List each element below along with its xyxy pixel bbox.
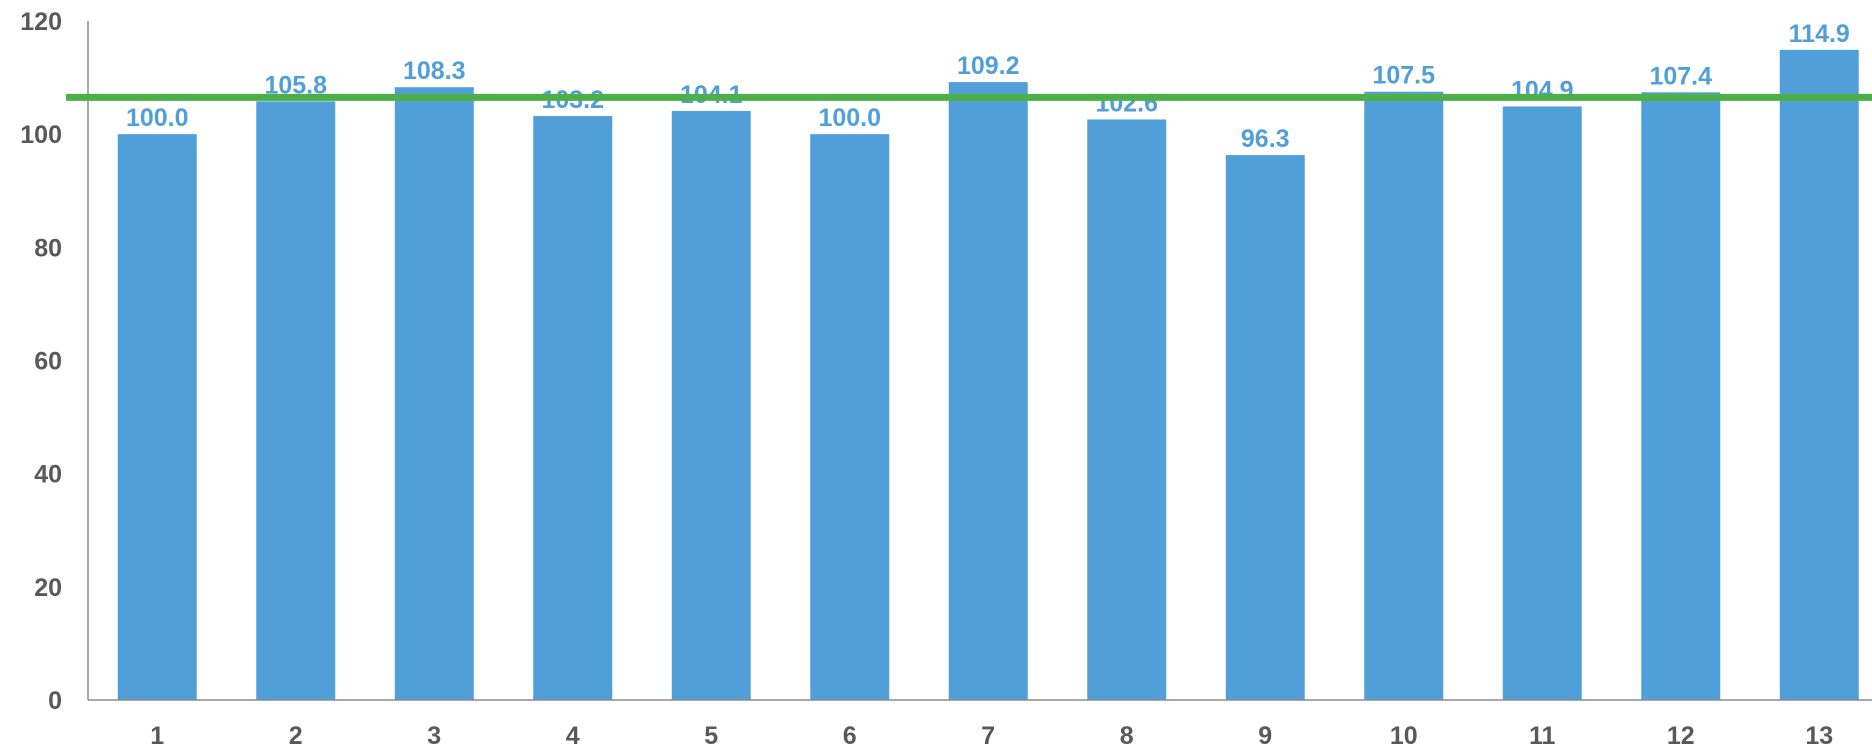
data-label: 109.2 [957, 52, 1020, 80]
bar [533, 116, 613, 700]
y-tick-label: 120 [20, 8, 62, 36]
x-tick-label: 4 [566, 722, 580, 749]
x-tick-label: 6 [843, 722, 857, 749]
data-label: 107.5 [1372, 62, 1435, 90]
x-tick-label: 9 [1258, 722, 1272, 749]
bar [671, 110, 751, 700]
x-tick-label: 8 [1120, 722, 1134, 749]
x-tick-label: 7 [981, 722, 995, 749]
data-label: 107.4 [1649, 62, 1712, 90]
bar [1641, 92, 1721, 701]
y-tick-label: 0 [48, 687, 62, 715]
data-label: 96.3 [1241, 125, 1290, 153]
bar [1779, 49, 1859, 701]
x-tick-label: 5 [704, 722, 718, 749]
bar [1087, 119, 1167, 700]
data-label: 102.6 [1095, 89, 1158, 117]
y-tick-label: 100 [20, 121, 62, 149]
bar [1364, 91, 1444, 700]
data-label: 114.9 [1789, 20, 1850, 48]
bar [810, 134, 890, 700]
bar [394, 87, 474, 700]
data-label: 100.0 [126, 104, 189, 132]
bar [948, 82, 1028, 701]
y-tick-label: 60 [34, 348, 62, 376]
bar [1225, 155, 1305, 701]
x-axis-ticks: 1 2 3 4 5 6 7 8 9 10 11 12 13 [150, 722, 1833, 750]
bar [117, 134, 197, 700]
y-axis-ticks: 0 20 40 60 80 100 120 [20, 8, 62, 715]
x-tick-label: 1 [150, 722, 164, 749]
bar [1502, 106, 1582, 700]
y-tick-label: 40 [34, 461, 62, 489]
x-tick-label: 12 [1667, 722, 1695, 749]
data-label: 100.0 [818, 104, 881, 132]
x-tick-label: 13 [1805, 722, 1833, 749]
bar [256, 101, 336, 701]
x-tick-label: 11 [1529, 722, 1556, 749]
bar-series [117, 49, 1859, 701]
x-tick-label: 3 [427, 722, 441, 749]
y-tick-label: 20 [34, 574, 62, 602]
x-tick-label: 2 [289, 722, 303, 749]
x-tick-label: 10 [1390, 722, 1418, 749]
y-tick-label: 80 [34, 234, 62, 262]
data-label: 108.3 [403, 57, 466, 85]
